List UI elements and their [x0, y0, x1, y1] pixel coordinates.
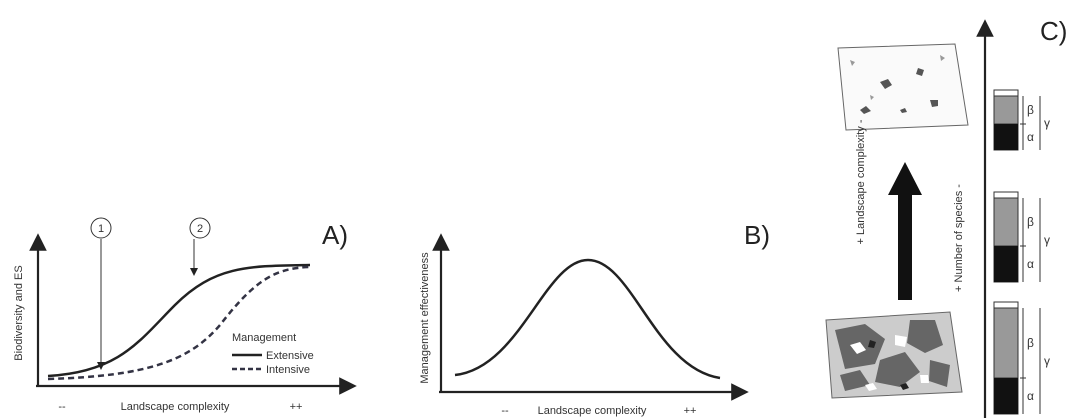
y-axis-label: Biodiversity and ES — [13, 265, 25, 360]
map-complex — [826, 312, 962, 398]
x-low: -- — [58, 401, 66, 413]
x-high: ++ — [290, 401, 303, 413]
intensive-curve — [48, 267, 310, 379]
beta-label: β — [1027, 215, 1034, 229]
gamma-label: γ — [1044, 116, 1050, 130]
alpha-segment — [994, 246, 1018, 282]
right-axis-label: + Number of species - — [953, 184, 965, 292]
map-simple — [838, 44, 968, 130]
effectiveness-curve — [455, 260, 720, 378]
alpha-label: α — [1027, 257, 1034, 271]
marker-label: 2 — [197, 223, 203, 235]
panel-label: B) — [744, 220, 770, 250]
legend-item: Intensive — [266, 364, 310, 376]
beta-segment — [994, 308, 1018, 378]
beta-label: β — [1027, 103, 1034, 117]
figure: Biodiversity and ES -- Landscape complex… — [0, 0, 1072, 418]
panel-label: A) — [322, 220, 348, 250]
y-axis-label: Management effectiveness — [419, 252, 431, 384]
panel-c: C) + Landscape complexity - + Number of … — [826, 16, 1067, 418]
x-high: ++ — [684, 405, 697, 417]
x-axis-label: Landscape complexity — [121, 401, 230, 413]
alpha-segment — [994, 378, 1018, 414]
gamma-label: γ — [1044, 233, 1050, 247]
beta-segment — [994, 198, 1018, 246]
x-low: -- — [501, 405, 509, 417]
big-arrow — [888, 162, 922, 300]
panel-b: Management effectiveness -- Landscape co… — [419, 220, 770, 417]
x-axis-label: Landscape complexity — [538, 405, 647, 417]
panel-a: Biodiversity and ES -- Landscape complex… — [13, 218, 348, 413]
beta-label: β — [1027, 336, 1034, 350]
alpha-segment — [994, 124, 1018, 150]
alpha-label: α — [1027, 389, 1034, 403]
legend-title: Management — [232, 332, 296, 344]
beta-segment — [994, 96, 1018, 124]
gamma-label: γ — [1044, 354, 1050, 368]
panel-label: C) — [1040, 16, 1067, 46]
left-axis-label: + Landscape complexity - — [855, 119, 867, 244]
legend-item: Extensive — [266, 350, 314, 362]
alpha-label: α — [1027, 130, 1034, 144]
marker-label: 1 — [98, 223, 104, 235]
